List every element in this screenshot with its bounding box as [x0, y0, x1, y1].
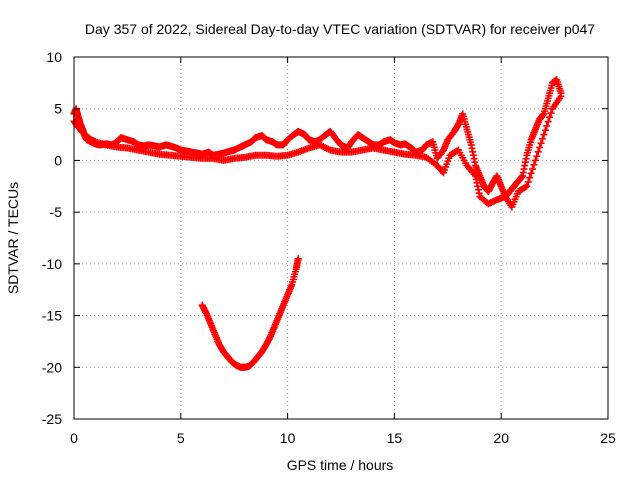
data-point — [523, 182, 531, 190]
data-point — [540, 131, 548, 139]
data-points-layer — [70, 76, 565, 371]
plot-frame — [73, 56, 609, 420]
data-point — [536, 144, 544, 151]
data-point — [534, 148, 542, 156]
data-point — [526, 174, 534, 182]
series-1 — [70, 92, 565, 211]
y-tick-label: -5 — [50, 204, 63, 220]
data-point — [537, 139, 545, 147]
axis-ticks: 0 5 10 15 20 25 -25 -20 -15 -10 -5 0 5 10 — [42, 49, 616, 446]
data-point — [531, 156, 539, 164]
y-tick-label: -15 — [42, 308, 62, 324]
data-point — [547, 109, 555, 117]
y-tick-label: 5 — [54, 101, 62, 117]
data-point — [527, 169, 535, 177]
x-tick-label: 20 — [493, 430, 509, 446]
y-tick-label: -25 — [42, 411, 62, 427]
y-tick-label: -20 — [42, 359, 62, 375]
series-0 — [70, 76, 565, 201]
data-point — [543, 122, 551, 130]
data-point — [546, 113, 554, 121]
data-point — [521, 183, 529, 191]
x-tick-label: 25 — [600, 430, 616, 446]
y-tick-label: 0 — [54, 152, 62, 168]
data-point — [541, 126, 549, 134]
x-axis-label: GPS time / hours — [287, 457, 394, 473]
data-point — [524, 178, 532, 186]
data-point — [538, 135, 546, 143]
x-tick-label: 10 — [280, 430, 296, 446]
x-tick-label: 0 — [70, 430, 78, 446]
series-2 — [198, 255, 302, 371]
y-tick-label: 10 — [46, 49, 62, 65]
x-tick-label: 15 — [387, 430, 403, 446]
chart-title: Day 357 of 2022, Sidereal Day-to-day VTE… — [85, 21, 595, 37]
data-point — [557, 92, 565, 100]
y-axis-label: SDTVAR / TECUs — [5, 182, 21, 294]
y-tick-label: -10 — [42, 256, 62, 272]
data-point — [533, 152, 541, 160]
grid-layer — [74, 57, 608, 419]
data-point — [294, 255, 302, 263]
data-point — [529, 165, 537, 173]
data-point — [530, 161, 538, 169]
data-point — [544, 118, 552, 126]
x-tick-label: 5 — [177, 430, 185, 446]
